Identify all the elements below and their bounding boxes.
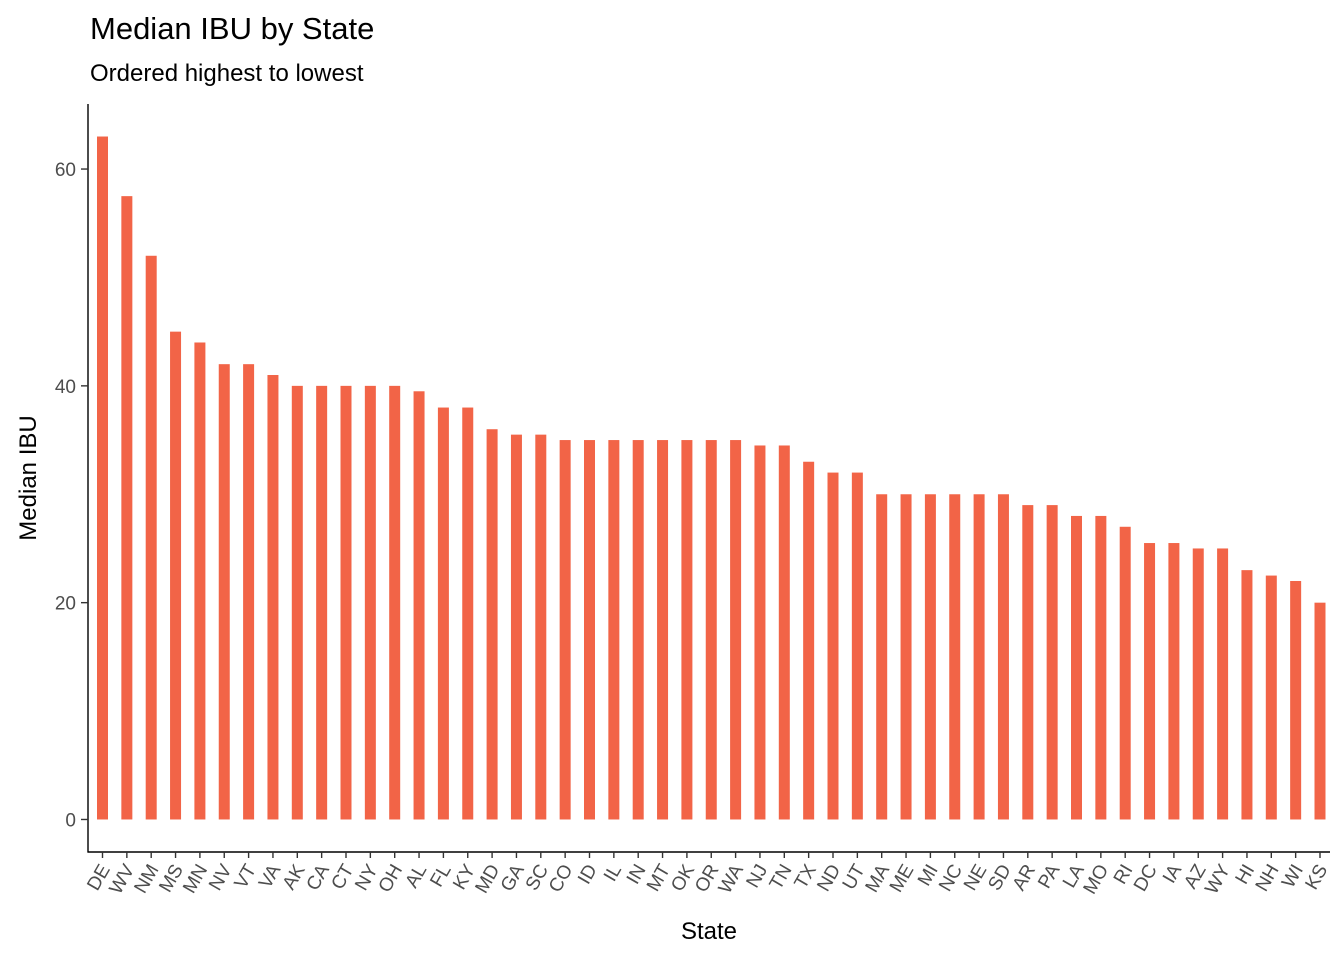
y-tick-label: 60 [55,160,76,181]
bar-mo [1095,515,1107,820]
bar-ma [876,494,888,820]
x-axis: DEWVNMMSMNNVVTVAAKCACTNYOHALFLKYMDGASCCO… [83,851,1332,898]
chart-subtitle: Ordered highest to lowest [90,60,364,87]
bar-ks [1314,602,1326,820]
bar-ga [510,434,522,820]
chart-title: Median IBU by State [90,11,375,46]
x-tick-label: WI [1278,861,1308,892]
bar-la [1071,515,1082,820]
x-tick-label: MO [1080,861,1113,898]
bar-nd [827,472,839,820]
bar-va [267,375,279,820]
bar-mt [657,440,669,820]
bar-in [632,440,644,820]
x-tick-label: CA [303,861,335,895]
bar-nc [949,494,961,820]
x-tick-label: VA [255,861,285,893]
bar-al [413,391,425,820]
x-tick-label: VT [231,861,262,893]
x-tick-label: NY [351,861,383,895]
bar-il [608,440,620,820]
bar-nv [218,364,230,820]
x-tick-label: AR [1009,861,1040,894]
x-tick-label: CO [545,861,577,896]
x-tick-label: NV [205,861,237,895]
x-tick-label: NE [960,861,991,894]
bar-sc [535,434,547,820]
bar-nh [1265,575,1277,820]
bar-az [1192,548,1204,820]
bar-mi [924,494,936,820]
x-tick-label: KS [1301,861,1332,893]
bar-nj [754,445,766,820]
x-tick-label: ID [574,861,602,888]
x-tick-label: PA [1034,861,1064,893]
y-tick-label: 40 [55,377,76,398]
bar-nm [145,255,157,820]
bar-wi [1290,580,1302,820]
bar-ms [170,331,182,820]
x-tick-label: AL [402,861,432,892]
bar-tn [778,445,790,820]
bar-wa [730,440,742,820]
x-tick-label: FL [426,861,455,891]
y-tick-label: 0 [65,810,76,831]
bar-ri [1119,526,1131,820]
bar-or [705,440,717,820]
bar-pa [1046,505,1058,820]
x-tick-label: CT [327,861,358,894]
bar-md [486,429,498,820]
bar-id [584,440,595,820]
x-tick-label: IL [600,861,626,885]
x-tick-label: SC [522,861,553,894]
x-tick-label: NJ [742,861,772,892]
bar-vt [243,364,255,820]
y-axis: 0 20 40 60 [55,104,89,853]
bar-wv [121,196,133,820]
bar-ak [291,385,303,820]
x-tick-label: DC [1130,861,1162,895]
x-axis-title: State [681,918,737,945]
bar-me [900,494,912,820]
bars-layer [97,136,1326,820]
bar-ia [1168,543,1180,820]
bar-mn [194,342,206,820]
x-tick-label: WY [1201,861,1235,898]
bar-fl [437,407,449,820]
bar-ok [681,440,693,820]
bar-tx [803,461,815,820]
x-tick-label: AK [279,861,310,894]
bar-ky [462,407,474,820]
bar-co [559,440,571,820]
bar-ct [340,385,352,820]
y-tick-label: 20 [55,594,76,615]
bar-ut [851,472,863,820]
bar-wy [1217,548,1229,820]
bar-hi [1241,570,1253,820]
bar-ne [973,494,985,820]
bar-oh [389,385,401,820]
x-tick-label: TX [791,861,821,893]
bar-de [97,136,108,820]
bar-sd [997,494,1009,820]
x-tick-label: SD [984,861,1015,894]
y-axis-title: Median IBU [15,415,42,540]
x-tick-label: TN [766,861,797,893]
bar-ca [316,385,328,820]
bar-dc [1144,543,1156,820]
bar-ar [1022,505,1034,820]
bar-ny [364,385,376,820]
